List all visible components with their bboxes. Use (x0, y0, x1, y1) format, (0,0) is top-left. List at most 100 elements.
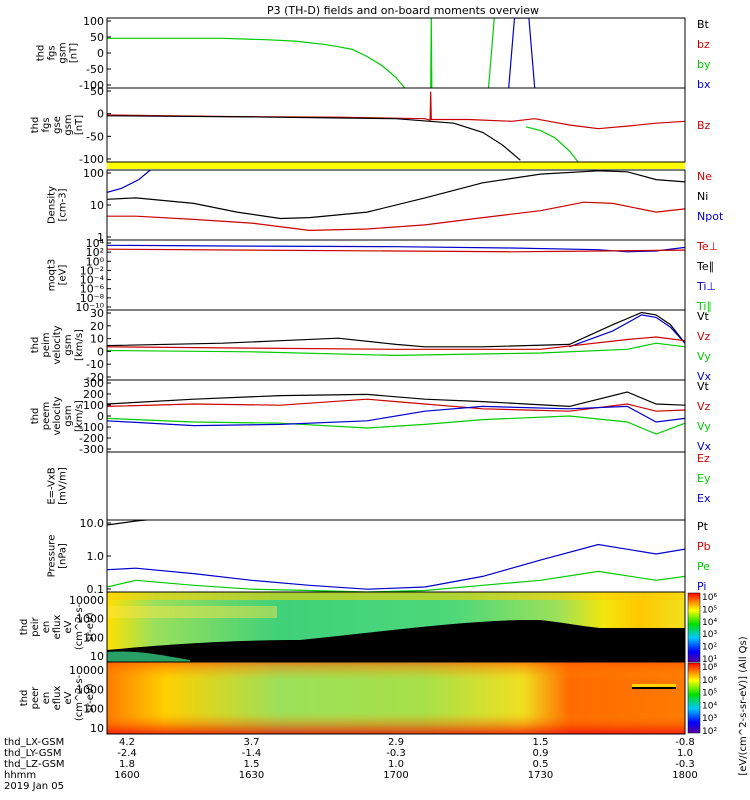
y-axis-label: fgs (41, 117, 52, 132)
legend-entry: bx (697, 78, 711, 91)
series-line-Npot (107, 170, 151, 193)
series-line-Pi (107, 543, 685, 590)
panel-10: 10000 1000 100 10 thd peer en eflux eV (cm^2-s-sr… (19, 664, 111, 735)
colorbar-tick-label: 10¹ (702, 655, 717, 665)
legend-entry: Vx (697, 440, 712, 453)
y-tick-label: 10000 (69, 664, 104, 677)
colorbar-tick-label: 10⁴ (702, 618, 717, 628)
legend-entry: Ni (697, 190, 708, 203)
series-line-by (487, 18, 495, 88)
colorbar-tick-label: 10⁴ (702, 701, 717, 711)
series-line-Vt (107, 391, 685, 408)
series-line-Vy (107, 415, 685, 435)
y-tick-label: -100 (79, 79, 104, 92)
y-tick-label: -200 (79, 432, 104, 445)
y-axis-label: thd (19, 619, 30, 636)
colorbar-tick-label: 10³ (702, 714, 717, 724)
footer-value: 1.5 (533, 737, 549, 748)
legend-entry: Ex (697, 492, 711, 505)
legend-entry: Pt (697, 520, 709, 533)
y-axis-label: [nT] (74, 115, 85, 135)
y-tick-label: 30 (90, 307, 104, 320)
y-tick-label: -50 (86, 63, 104, 76)
panel-1: 100 50 0 -50 -100 thd fgs gsm [nT] Bt bz by bx (36, 15, 711, 92)
y-tick-label: 10⁻⁶ (80, 283, 105, 296)
series-line-black (107, 115, 521, 161)
y-tick-label: -100 (79, 421, 104, 434)
legend-entry: Vt (697, 310, 710, 323)
y-axis-label: thd (30, 337, 41, 354)
y-tick-label: 0 (97, 345, 104, 358)
panel-frame (106, 451, 686, 521)
y-tick-label: 10⁻⁸ (80, 292, 105, 305)
y-tick-label: 10⁻² (80, 264, 104, 277)
y-tick-label: 0 (97, 410, 104, 423)
series-line-Pe (107, 570, 685, 592)
series-line-Bz (107, 91, 685, 130)
legend-entry: Vt (697, 380, 710, 393)
footer-value: 1700 (383, 770, 408, 781)
y-axis-label: Density (47, 186, 58, 224)
y-tick-label: 10 (90, 650, 104, 663)
y-axis-label: E=-VxB (47, 467, 58, 504)
y-tick-label: 100 (83, 167, 104, 180)
y-axis-label: thd (30, 117, 41, 134)
legend-entry: Pb (697, 540, 711, 553)
legend-entry: Te⊥ (696, 240, 718, 253)
series-line-Vz (107, 336, 685, 350)
y-axis-label: gsm (63, 114, 74, 135)
legend-entry: Ez (697, 452, 710, 465)
footer-value: 1.5 (244, 759, 260, 770)
y-axis-label: [km/s] (74, 329, 85, 361)
footer-value: 3.7 (244, 737, 260, 748)
legend-entry: Vy (697, 420, 711, 433)
series-line-bx (508, 18, 536, 88)
y-axis-label: thd (19, 690, 30, 707)
y-axis-label: eflux (52, 686, 63, 711)
y-tick-label: -50 (86, 130, 104, 143)
colorbar-label: [eV/(cm^2-s-sr-eV)] (All Qs) (738, 636, 749, 775)
series-line-by (430, 18, 433, 88)
y-axis-label: [eV] (58, 265, 69, 286)
colorbar-ions (687, 592, 701, 663)
y-axis-label: en (41, 692, 52, 705)
panel-7: E=-VxB [mV/m] Ez Ey Ex (47, 451, 711, 521)
footer-value: 1630 (239, 770, 264, 781)
legend-entry: Vz (697, 330, 711, 343)
ephemeris-flag-bar (107, 162, 685, 169)
y-axis-label: [km/s] (74, 400, 85, 432)
colorbar-tick-label: 10³ (702, 630, 717, 640)
legend-entry: Bz (697, 119, 711, 132)
y-tick-label: 0.1 (87, 583, 105, 596)
y-axis-label: velocity (52, 325, 63, 364)
legend-entry: Te∥ (696, 260, 714, 273)
footer-value: 1600 (114, 770, 139, 781)
legend-entry: by (697, 58, 711, 71)
colorbar-tick-label: 10⁶ (702, 593, 717, 603)
y-axis-label: (cm^2-s- (74, 603, 85, 650)
legend-entry: Vx (697, 370, 712, 383)
footer-value: -0.3 (386, 748, 406, 759)
colorbar-tick-label: 10² (702, 643, 717, 653)
y-axis-label: peer (30, 686, 41, 710)
legend-entry: Pe (697, 560, 710, 573)
y-tick-label: 300 (83, 377, 104, 390)
y-tick-label: 10 (90, 333, 104, 346)
y-axis-label: gse (52, 116, 63, 134)
legend-entry: Ne (697, 170, 712, 183)
y-tick-label: 1.0 (87, 550, 105, 563)
y-tick-label: 200 (83, 388, 104, 401)
y-tick-label: 100 (83, 399, 104, 412)
series-line-Ne (107, 201, 685, 232)
panel-3: 100 10 1 Density [cm-3] Ne Ni Npot (47, 167, 724, 244)
y-axis-label: Pressure (47, 535, 58, 578)
footer-value: 2.9 (388, 737, 404, 748)
y-axis-label: peir (30, 616, 41, 636)
y-axis-label: eflux (52, 615, 63, 640)
chart-title: P3 (TH-D) fields and on-board moments ov… (267, 4, 539, 17)
series-line-Pt (107, 520, 153, 526)
